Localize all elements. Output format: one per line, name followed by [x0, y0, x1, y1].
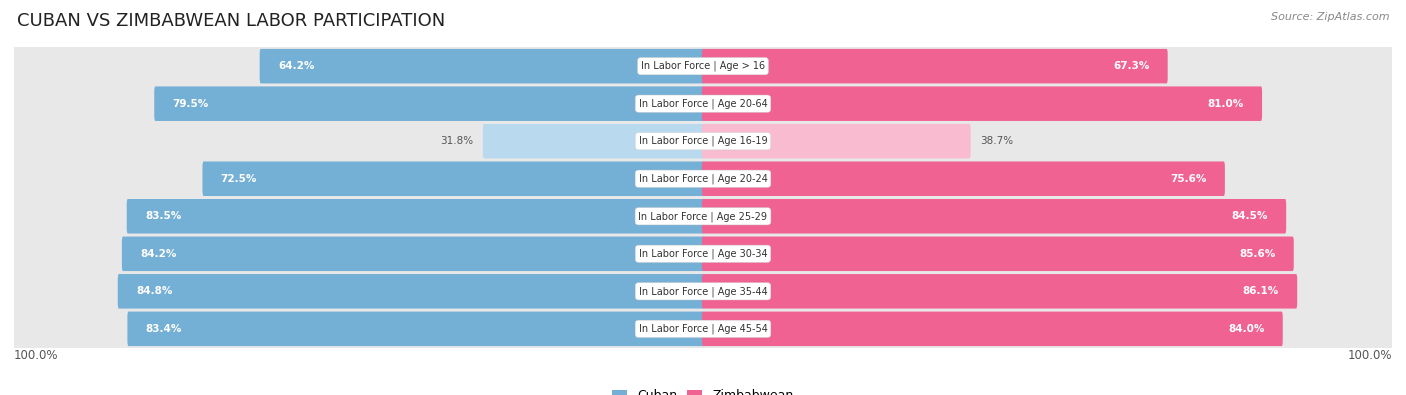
FancyBboxPatch shape [702, 49, 1168, 83]
FancyBboxPatch shape [13, 233, 1393, 275]
Text: In Labor Force | Age > 16: In Labor Force | Age > 16 [641, 61, 765, 71]
FancyBboxPatch shape [13, 120, 1393, 162]
Text: In Labor Force | Age 25-29: In Labor Force | Age 25-29 [638, 211, 768, 222]
FancyBboxPatch shape [702, 162, 1225, 196]
Text: 85.6%: 85.6% [1239, 249, 1275, 259]
FancyBboxPatch shape [702, 199, 1286, 233]
Text: 84.2%: 84.2% [141, 249, 177, 259]
Text: In Labor Force | Age 20-24: In Labor Force | Age 20-24 [638, 173, 768, 184]
Text: 84.5%: 84.5% [1232, 211, 1268, 221]
Text: In Labor Force | Age 45-54: In Labor Force | Age 45-54 [638, 324, 768, 334]
Text: 86.1%: 86.1% [1243, 286, 1279, 296]
FancyBboxPatch shape [122, 237, 704, 271]
FancyBboxPatch shape [128, 312, 704, 346]
FancyBboxPatch shape [13, 196, 1393, 237]
Text: 72.5%: 72.5% [221, 174, 257, 184]
Text: CUBAN VS ZIMBABWEAN LABOR PARTICIPATION: CUBAN VS ZIMBABWEAN LABOR PARTICIPATION [17, 12, 446, 30]
FancyBboxPatch shape [702, 312, 1282, 346]
FancyBboxPatch shape [702, 237, 1294, 271]
FancyBboxPatch shape [202, 162, 704, 196]
Text: 79.5%: 79.5% [173, 99, 208, 109]
Text: In Labor Force | Age 35-44: In Labor Force | Age 35-44 [638, 286, 768, 297]
Text: In Labor Force | Age 30-34: In Labor Force | Age 30-34 [638, 248, 768, 259]
Text: 64.2%: 64.2% [278, 61, 315, 71]
FancyBboxPatch shape [702, 87, 1263, 121]
FancyBboxPatch shape [482, 124, 704, 158]
Text: 100.0%: 100.0% [1347, 350, 1392, 363]
Text: 81.0%: 81.0% [1208, 99, 1244, 109]
Text: In Labor Force | Age 16-19: In Labor Force | Age 16-19 [638, 136, 768, 147]
Text: 84.0%: 84.0% [1227, 324, 1264, 334]
Text: 38.7%: 38.7% [980, 136, 1014, 146]
FancyBboxPatch shape [13, 158, 1393, 199]
FancyBboxPatch shape [702, 274, 1298, 308]
Text: 31.8%: 31.8% [440, 136, 474, 146]
Legend: Cuban, Zimbabwean: Cuban, Zimbabwean [607, 384, 799, 395]
Text: 84.8%: 84.8% [136, 286, 173, 296]
FancyBboxPatch shape [13, 45, 1393, 87]
Text: Source: ZipAtlas.com: Source: ZipAtlas.com [1271, 12, 1389, 22]
FancyBboxPatch shape [118, 274, 704, 308]
FancyBboxPatch shape [13, 83, 1393, 124]
FancyBboxPatch shape [260, 49, 704, 83]
Text: 67.3%: 67.3% [1114, 61, 1150, 71]
FancyBboxPatch shape [702, 124, 970, 158]
FancyBboxPatch shape [155, 87, 704, 121]
Text: 83.5%: 83.5% [145, 211, 181, 221]
FancyBboxPatch shape [13, 271, 1393, 312]
FancyBboxPatch shape [127, 199, 704, 233]
Text: 100.0%: 100.0% [14, 350, 59, 363]
Text: 83.4%: 83.4% [146, 324, 181, 334]
FancyBboxPatch shape [13, 308, 1393, 350]
Text: In Labor Force | Age 20-64: In Labor Force | Age 20-64 [638, 98, 768, 109]
Text: 75.6%: 75.6% [1170, 174, 1206, 184]
